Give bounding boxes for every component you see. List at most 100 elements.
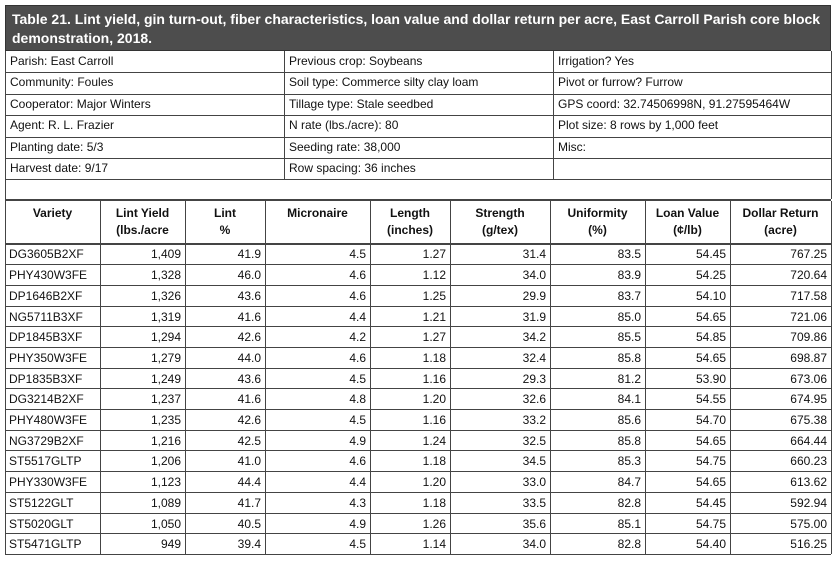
value-cell: 1,235	[150, 413, 181, 427]
value-cell: 43.6	[237, 371, 261, 386]
value-cell: 1,249	[150, 371, 181, 386]
info-cell: Seeding rate: 38,000	[289, 139, 401, 154]
value-cell: 1.12	[422, 268, 446, 283]
info-cell: GPS coord: 32.74506998N, 91.27595464W	[558, 96, 791, 111]
value-cell: 85.8	[617, 350, 641, 365]
value-cell: 29.3	[522, 371, 546, 386]
info-cell: Tillage type: Stale seedbed	[289, 96, 434, 111]
value-cell: 32.4	[522, 350, 546, 365]
column-header: Strength (g/tex)	[450, 201, 550, 243]
row-line	[5, 471, 831, 473]
column-header: Uniformity (%)	[550, 201, 645, 243]
value-cell: 1,206	[150, 454, 181, 469]
col-line	[5, 51, 6, 180]
value-cell: 675.38	[790, 413, 827, 427]
value-cell: 592.94	[790, 495, 827, 510]
variety-cell: DG3605B2XF	[9, 247, 84, 262]
info-cell: Agent: R. L. Frazier	[10, 118, 115, 133]
value-cell: 1.27	[422, 330, 446, 345]
value-cell: 42.6	[237, 330, 261, 345]
value-cell: 54.70	[695, 413, 726, 427]
value-cell: 1.25	[422, 288, 446, 303]
col-line	[265, 201, 266, 554]
variety-cell: NG5711B3XF	[9, 309, 83, 324]
value-cell: 81.2	[617, 371, 641, 386]
col-line	[185, 201, 186, 554]
value-cell: 1,050	[150, 516, 181, 531]
value-cell: 44.0	[237, 350, 261, 365]
value-cell: 4.4	[349, 475, 366, 490]
value-cell: 1,409	[150, 247, 181, 262]
value-cell: 34.0	[522, 268, 546, 283]
row-line	[5, 93, 831, 95]
variety-cell: ST5020GLT	[9, 516, 74, 531]
value-cell: 721.06	[790, 309, 827, 324]
row-line	[5, 72, 831, 74]
value-cell: 4.5	[349, 537, 366, 552]
col-line	[370, 201, 371, 554]
row-line	[5, 533, 831, 535]
value-cell: 85.1	[617, 516, 641, 531]
value-cell: 1.20	[422, 475, 446, 490]
value-cell: 767.25	[790, 247, 827, 262]
header-line: (g/tex)	[482, 223, 518, 238]
row-line	[5, 429, 831, 431]
value-cell: 4.9	[349, 433, 366, 448]
header-line: %	[219, 223, 231, 238]
col-line	[450, 201, 451, 554]
value-cell: 41.0	[237, 454, 261, 469]
col-line	[100, 201, 101, 554]
value-cell: 1.20	[422, 392, 446, 407]
info-cell: Misc:	[558, 139, 586, 154]
variety-cell: DG3214B2XF	[9, 392, 84, 407]
row-line	[5, 326, 831, 328]
info-cell	[553, 158, 831, 179]
value-cell: 83.5	[617, 247, 641, 262]
variety-cell: PHY330W3FE	[9, 475, 88, 490]
value-cell: 41.6	[237, 392, 261, 407]
column-header: Loan Value (¢/lb)	[645, 201, 730, 243]
value-cell: 33.5	[522, 495, 546, 510]
value-cell: 674.95	[790, 392, 827, 407]
header-line: Strength	[475, 206, 525, 221]
value-cell: 698.87	[790, 350, 827, 365]
value-cell: 40.5	[237, 516, 261, 531]
value-cell: 1,216	[150, 433, 181, 448]
info-cell: Soil type: Commerce silty clay loam	[289, 75, 479, 90]
value-cell: 41.9	[237, 247, 261, 262]
info-cell: Planting date: 5/3	[10, 139, 104, 154]
value-cell: 85.6	[617, 413, 641, 427]
value-cell: 53.90	[695, 371, 726, 386]
column-header: Length (inches)	[370, 201, 450, 243]
row-line	[5, 264, 831, 266]
value-cell: 82.8	[617, 495, 641, 510]
variety-cell: PHY350W3FE	[9, 350, 88, 365]
row-line	[5, 388, 831, 390]
value-cell: 4.6	[349, 454, 366, 469]
header-line: Micronaire	[287, 206, 348, 221]
info-cell: Pivot or furrow? Furrow	[558, 75, 683, 90]
info-cell: Parish: East Carroll	[10, 54, 114, 68]
value-cell: 85.3	[617, 454, 641, 469]
value-cell: 31.9	[522, 309, 546, 324]
value-cell: 1,237	[150, 392, 181, 407]
column-header: Dollar Return (acre)	[730, 201, 831, 243]
value-cell: 33.2	[522, 413, 546, 427]
value-cell: 32.5	[522, 433, 546, 448]
row-line	[5, 346, 831, 348]
value-cell: 1,319	[150, 309, 181, 324]
info-cell: N rate (lbs./acre): 80	[289, 118, 399, 133]
row-line	[5, 199, 831, 202]
value-cell: 1,089	[150, 495, 181, 510]
row-line	[5, 512, 831, 514]
info-cell: Irrigation? Yes	[558, 54, 635, 68]
header-line: (acre)	[764, 223, 797, 238]
value-cell: 82.8	[617, 537, 641, 552]
header-line: (inches)	[386, 223, 433, 238]
col-line	[645, 201, 646, 554]
row-line	[5, 367, 831, 369]
header-line: Variety	[32, 206, 73, 221]
variety-cell: NG3729B2XF	[9, 433, 84, 448]
value-cell: 54.65	[695, 309, 726, 324]
value-cell: 54.55	[695, 392, 726, 407]
